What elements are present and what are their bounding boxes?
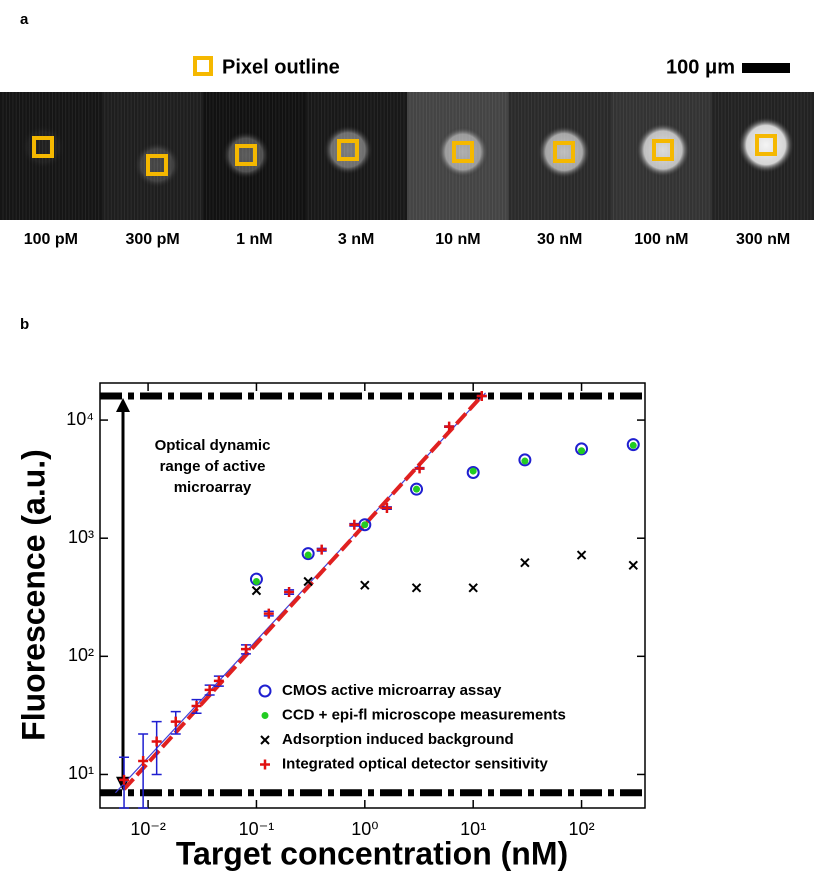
annotation-box: Optical dynamic range of active microarr…	[154, 437, 271, 496]
y-tick-label: 10²	[68, 645, 94, 665]
spot	[134, 142, 180, 188]
legend-swatch	[193, 56, 213, 76]
point	[629, 441, 637, 449]
point	[260, 759, 270, 770]
point	[284, 587, 295, 598]
x-tick-label: 10¹	[460, 819, 486, 839]
point	[521, 457, 529, 465]
point	[151, 736, 162, 747]
point	[260, 735, 270, 745]
fit-line	[122, 394, 484, 791]
spot	[738, 117, 794, 173]
point	[304, 551, 312, 559]
spot	[635, 122, 691, 178]
point	[119, 774, 130, 785]
point	[578, 447, 586, 455]
point	[204, 684, 215, 695]
point	[360, 580, 370, 590]
scale-bar-label: 100 μm	[666, 56, 735, 78]
point	[381, 503, 392, 514]
concentration-label: 3 nM	[338, 231, 374, 248]
x-tick-label: 10⁻¹	[239, 819, 275, 839]
legend-label: CCD + epi-fl microscope measurements	[282, 706, 566, 723]
panel-label: b	[20, 316, 29, 333]
point	[263, 608, 274, 619]
legend-label: Integrated optical detector sensitivity	[282, 755, 549, 772]
spot	[323, 125, 373, 175]
concentration-label: 10 nM	[435, 231, 480, 248]
point	[576, 550, 587, 560]
point	[414, 463, 425, 474]
spot	[437, 126, 489, 178]
point	[191, 700, 202, 711]
y-axis-label: Fluorescence (a.u.)	[15, 449, 51, 741]
pixel-outline	[146, 154, 168, 176]
point	[170, 716, 181, 727]
point	[138, 755, 149, 766]
point	[410, 482, 424, 496]
pixel-outline	[32, 136, 54, 158]
spot	[222, 131, 270, 179]
concentration-label: 30 nM	[537, 231, 582, 248]
concentration-label: 1 nM	[236, 231, 272, 248]
x-tick-label: 10²	[569, 819, 595, 839]
pixel-outline	[452, 141, 474, 163]
legend-label: CMOS active microarray assay	[282, 682, 502, 699]
point	[469, 467, 477, 475]
point	[575, 442, 589, 456]
legend-label: Adsorption induced background	[282, 731, 514, 748]
point	[628, 560, 638, 570]
point	[361, 521, 369, 529]
point	[626, 438, 640, 452]
concentration-label: 300 nM	[736, 231, 790, 248]
spot	[21, 125, 65, 169]
arrow-head	[116, 397, 130, 412]
annotation: Optical dynamic range of active microarr…	[154, 437, 271, 496]
point	[258, 684, 272, 698]
point	[213, 675, 224, 686]
pixel-outline	[755, 134, 777, 156]
point	[444, 421, 455, 432]
pixel-outline	[235, 144, 257, 166]
point	[252, 577, 260, 585]
plot-frame	[99, 382, 646, 809]
point	[240, 644, 251, 655]
point	[303, 576, 313, 587]
pixel-outline	[553, 141, 575, 163]
spot	[537, 125, 591, 179]
legend-text: Pixel outline	[222, 56, 340, 78]
concentration-label: 100 pM	[24, 231, 78, 248]
x-axis-label: Target concentration (nM)	[176, 835, 568, 871]
scale-bar	[742, 63, 790, 73]
image-strip	[0, 92, 814, 220]
point	[301, 547, 315, 561]
point	[251, 585, 262, 596]
point	[518, 453, 532, 467]
x-tick-label: 10⁻²	[130, 819, 166, 839]
point	[349, 519, 360, 530]
error-bar	[151, 720, 162, 776]
point	[466, 465, 480, 479]
panel-label: a	[20, 11, 29, 28]
point	[316, 544, 327, 555]
y-tick-label: 10⁴	[66, 409, 94, 429]
point	[468, 583, 478, 593]
point	[358, 518, 372, 532]
y-tick-label: 10³	[68, 527, 94, 547]
y-tick-label: 10¹	[68, 763, 94, 783]
point	[413, 485, 421, 493]
x-tick-label: 10⁰	[351, 819, 378, 839]
pixel-outline	[652, 139, 674, 161]
error-bar	[138, 733, 149, 809]
concentration-label: 300 pM	[126, 231, 180, 248]
point	[476, 390, 487, 401]
point	[520, 558, 530, 568]
pixel-outline	[337, 139, 359, 161]
point	[261, 712, 269, 719]
concentration-label: 100 nM	[634, 231, 688, 248]
point	[411, 583, 422, 593]
